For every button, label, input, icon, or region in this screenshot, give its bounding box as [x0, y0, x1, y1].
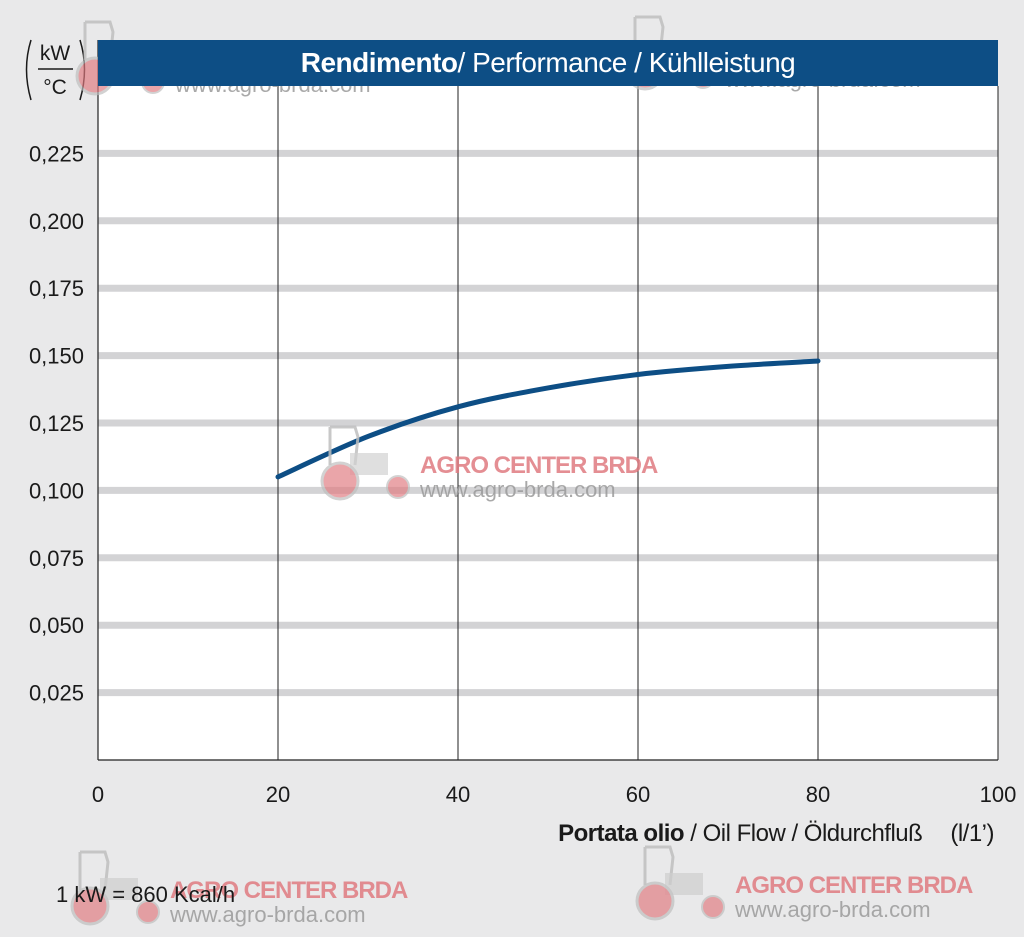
watermark-title: AGRO CENTER BRDA: [735, 872, 973, 899]
x-axis-label-rest: / Oil Flow / Öldurchfluß: [684, 820, 923, 847]
y-tick-labels: 0,025 0,050 0,075 0,100 0,125 0,150 0,175 0,200…: [29, 141, 84, 705]
y-tick-label: 0,150: [29, 344, 84, 369]
tractor-wheel-icon: [701, 895, 725, 919]
chart-title: Rendimento / Performance / Kühlleistung: [98, 40, 998, 86]
x-tick-label: 100: [980, 782, 1017, 807]
tractor-wheel-icon: [635, 881, 675, 921]
watermark-title: AGRO CENTER BRDA: [170, 877, 408, 904]
unit-denominator: °C: [43, 76, 67, 99]
x-tick-label: 80: [806, 782, 830, 807]
grid-layer: [98, 86, 998, 760]
unit-numerator: kW: [40, 42, 71, 65]
series-layer: [275, 358, 821, 480]
y-tick-label: 0,200: [29, 209, 84, 234]
tractor-icon: [78, 850, 110, 891]
chart-title-rest: / Performance / Kühlleistung: [457, 47, 796, 78]
x-axis-unit: (l/1’): [950, 820, 994, 847]
x-tick-labels: 0 20 40 60 80 100: [92, 782, 1016, 807]
y-tick-label: 0,025: [29, 681, 84, 706]
y-unit-label: kW °C: [25, 39, 86, 101]
y-tick-label: 0,125: [29, 411, 84, 436]
x-tick-label: 0: [92, 782, 104, 807]
watermark-url: www.agro-brda.com: [419, 477, 616, 502]
y-tick-label: 0,075: [29, 546, 84, 571]
chart-title-bold: Rendimento: [300, 47, 458, 78]
watermark-url: www.agro-brda.com: [169, 902, 366, 927]
tractor-wheel-icon: [70, 886, 110, 926]
y-tick-label: 0,100: [29, 478, 84, 503]
unit-left-paren: [25, 39, 32, 101]
tractor-body-icon: [350, 453, 388, 475]
tractor-icon: [328, 425, 360, 466]
tractor-body-icon: [100, 878, 138, 900]
series-line: [275, 358, 821, 480]
x-tick-label: 40: [446, 782, 470, 807]
tractor-wheel-icon: [136, 900, 160, 924]
y-tick-label: 0,050: [29, 613, 84, 638]
y-tick-label: 0,175: [29, 276, 84, 301]
tractor-body-icon: [665, 873, 703, 895]
x-axis-label: Portata olio / Oil Flow / Öldurchfluß (l/…: [558, 820, 994, 848]
conversion-footnote: 1 kW = 860 Kcal/h: [56, 882, 236, 907]
watermark-title: AGRO CENTER BRDA: [420, 452, 658, 479]
axis-layer: [97, 40, 999, 761]
watermark-url: www.agro-brda.com: [734, 897, 931, 922]
tractor-icon: [643, 845, 675, 886]
x-axis-label-bold: Portata olio: [558, 820, 685, 847]
tractor-wheel-icon: [386, 475, 410, 499]
y-tick-label: 0,225: [29, 141, 84, 166]
x-tick-label: 60: [626, 782, 650, 807]
x-tick-label: 20: [266, 782, 290, 807]
tractor-wheel-icon: [320, 461, 360, 501]
